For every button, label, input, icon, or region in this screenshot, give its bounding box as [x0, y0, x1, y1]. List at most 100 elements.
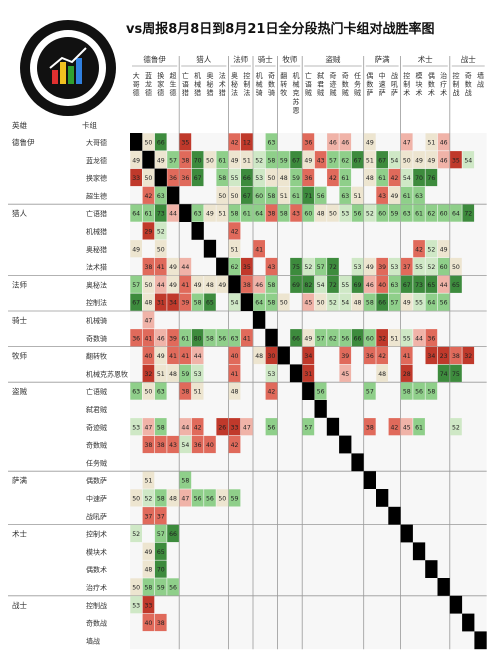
row-deck-label: 大哥德	[86, 138, 107, 147]
winrate-cell	[154, 364, 167, 382]
winrate-cell	[388, 151, 401, 169]
winrate-value-label: 39	[341, 353, 349, 360]
winrate-cell	[437, 133, 450, 151]
winrate-cell	[351, 186, 364, 204]
winrate-value-label: 28	[403, 371, 411, 378]
winrate-value-label: 54	[317, 282, 325, 289]
winrate-value-label: 49	[218, 282, 226, 289]
logo-emblem-icon	[20, 20, 116, 116]
mirror-cell	[412, 542, 426, 561]
winrate-cell	[216, 151, 229, 169]
mirror-cell	[400, 524, 413, 543]
winrate-value-label: 46	[255, 282, 263, 289]
column-deck-label-char: 械	[194, 80, 201, 89]
winrate-value-label: 51	[145, 478, 153, 485]
column-deck-label-char: 制	[243, 80, 250, 89]
winrate-value-label: 59	[280, 157, 288, 164]
row-deck-label: 法术猎	[86, 263, 107, 272]
winrate-value-label: 56	[317, 389, 325, 396]
winrate-cell	[450, 418, 462, 436]
winrate-cell	[302, 151, 315, 169]
mirror-cell	[425, 560, 438, 578]
column-deck-label-char: 龙	[145, 80, 152, 89]
winrate-value-label: 12	[243, 140, 251, 147]
winrate-value-label: 44	[440, 282, 448, 289]
column-deck-label-char: 控	[452, 71, 459, 80]
winrate-cell	[142, 578, 155, 596]
row-deck-label: 偶数术	[86, 565, 107, 574]
column-deck-label-char: 术	[440, 88, 447, 97]
data-reaper-logo	[18, 18, 118, 122]
winrate-cell	[364, 346, 376, 365]
column-deck-label-char: 贼	[329, 88, 336, 97]
row-deck-label: 换家德	[86, 174, 107, 183]
winrate-cell	[327, 329, 339, 347]
winrate-value-label: 43	[317, 157, 325, 164]
winrate-cell	[228, 364, 241, 382]
winrate-value-label: 46	[440, 157, 448, 164]
winrate-cell	[191, 168, 204, 187]
winrate-cell	[302, 275, 315, 293]
winrate-cell	[314, 151, 327, 169]
winrate-value-label: 49	[366, 264, 374, 271]
winrate-value-label: 58	[157, 496, 165, 503]
winrate-value-label: 51	[366, 157, 374, 164]
winrate-value-label: 63	[132, 389, 140, 396]
winrate-cell	[142, 257, 155, 276]
winrate-cell	[437, 257, 450, 276]
winrate-cell	[142, 435, 155, 454]
winrate-cell	[191, 489, 204, 507]
winrate-value-label: 51	[194, 389, 202, 396]
column-deck-label-char: 墙	[477, 71, 484, 80]
mirror-cell	[216, 257, 229, 276]
column-deck-label-char: 务	[354, 80, 361, 89]
winrate-value-label: 49	[206, 211, 214, 218]
winrate-cell	[204, 204, 216, 222]
column-deck-label-char: 德	[170, 88, 177, 97]
winrate-cell	[179, 293, 192, 311]
winrate-value-label: 53	[194, 371, 202, 378]
row-deck-label: 弑君贼	[86, 405, 107, 414]
winrate-cell	[228, 293, 241, 311]
winrate-value-label: 51	[157, 371, 165, 378]
winrate-cell	[142, 186, 155, 204]
winrate-value-label: 58	[206, 335, 214, 342]
winrate-cell	[142, 596, 155, 614]
winrate-cell	[191, 275, 204, 293]
winrate-value-label: 42	[231, 140, 239, 147]
winrate-cell	[290, 329, 302, 347]
winrate-value-label: 56	[268, 424, 276, 431]
winrate-value-label: 56	[415, 389, 423, 396]
winrate-value-label: 56	[341, 335, 349, 342]
winrate-value-label: 50	[206, 157, 214, 164]
winrate-value-label: 63	[194, 211, 202, 218]
winrate-cell	[450, 346, 462, 365]
winrate-cell	[364, 418, 376, 436]
winrate-value-label: 53	[255, 175, 263, 182]
winrate-cell	[191, 435, 204, 454]
winrate-value-label: 39	[378, 264, 386, 271]
winrate-value-label: 49	[427, 157, 435, 164]
winrate-value-label: 36	[194, 442, 202, 449]
winrate-cell	[167, 257, 179, 276]
winrate-cell	[142, 168, 155, 187]
row-deck-label: 控制法	[86, 298, 107, 307]
winrate-cell	[191, 293, 204, 311]
winrate-value-label: 72	[464, 211, 472, 218]
winrate-cell	[142, 418, 155, 436]
winrate-value-label: 50	[145, 140, 153, 147]
winrate-value-label: 32	[145, 371, 153, 378]
winrate-cell	[425, 240, 438, 258]
column-deck-label-char: 转	[280, 80, 287, 89]
winrate-cell	[179, 489, 192, 507]
winrate-value-label: 52	[145, 496, 153, 503]
winrate-value-label: 57	[391, 300, 399, 307]
winrate-cell	[204, 329, 216, 347]
column-deck-label-char: 牧	[280, 88, 287, 97]
column-deck-label-char: 贼	[342, 88, 349, 97]
winrate-value-label: 40	[231, 353, 239, 360]
winrate-cell	[376, 204, 388, 222]
winrate-cell	[302, 364, 315, 382]
winrate-value-label: 49	[145, 549, 153, 556]
